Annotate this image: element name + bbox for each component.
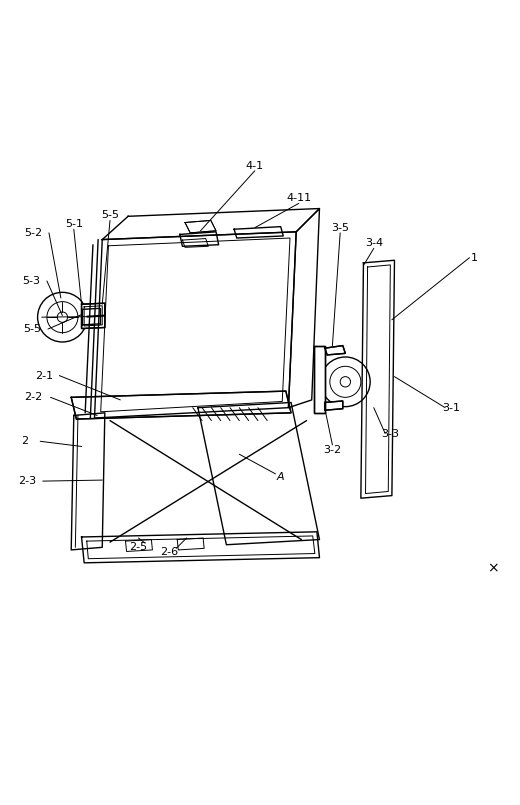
Text: 2-3: 2-3: [18, 476, 36, 486]
Text: 1: 1: [471, 253, 478, 262]
Polygon shape: [71, 391, 291, 419]
Text: 3-2: 3-2: [323, 445, 342, 455]
Text: 3-5: 3-5: [331, 223, 349, 233]
Text: A: A: [277, 473, 284, 482]
Text: 2-2: 2-2: [24, 392, 43, 402]
Text: 4-11: 4-11: [286, 193, 311, 203]
Text: 3-1: 3-1: [443, 402, 460, 413]
Text: 5-5: 5-5: [101, 210, 119, 221]
Polygon shape: [185, 221, 216, 233]
Text: 2: 2: [21, 436, 28, 446]
Text: 5-1: 5-1: [65, 219, 83, 229]
Text: 2-5: 2-5: [129, 543, 148, 552]
Text: 5-5: 5-5: [23, 324, 42, 334]
Text: 4-1: 4-1: [246, 161, 264, 171]
Text: 3-3: 3-3: [381, 428, 399, 439]
Text: 2-6: 2-6: [161, 547, 178, 558]
Polygon shape: [82, 303, 105, 328]
Text: 5-3: 5-3: [22, 276, 41, 286]
Text: ×: ×: [487, 561, 499, 575]
Text: 2-1: 2-1: [35, 370, 53, 381]
Circle shape: [57, 312, 68, 322]
Text: 5-2: 5-2: [24, 228, 43, 237]
Text: 3-4: 3-4: [365, 238, 383, 248]
Polygon shape: [314, 345, 324, 413]
Circle shape: [340, 377, 350, 387]
Polygon shape: [324, 345, 345, 355]
Polygon shape: [324, 401, 343, 411]
